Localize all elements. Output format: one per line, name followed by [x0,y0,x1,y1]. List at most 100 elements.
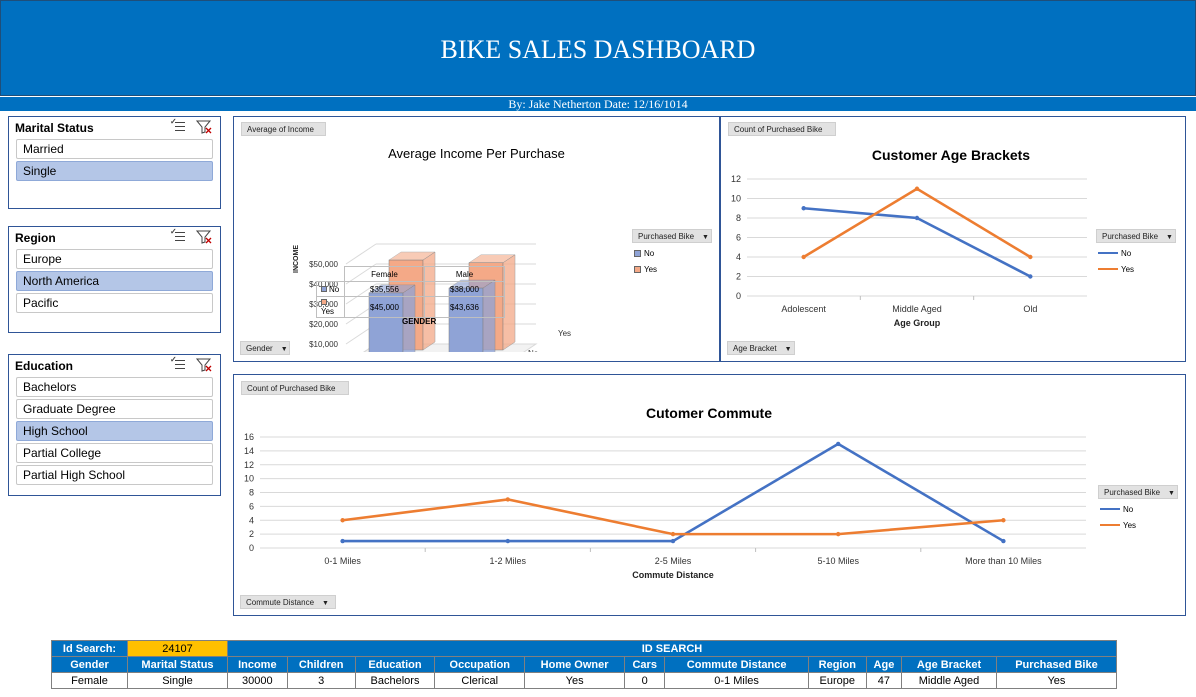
column-header: Cars [624,656,666,673]
y-tick-label: 10 [244,474,254,484]
axis-field-button[interactable]: Gender ▼ [240,341,290,355]
data-point [340,518,345,523]
dashboard-subtitle: By: Jake Netherton Date: 12/16/1014 [0,97,1196,111]
y-tick-label: 12 [731,174,741,184]
y-tick-label: 8 [249,488,254,498]
column-header: Region [807,656,867,673]
data-point [801,254,806,260]
chart-title: Average Income Per Purchase [388,146,565,161]
legend-swatch [1100,508,1120,510]
table-cell: Middle Aged [901,672,997,689]
slicer-item[interactable]: Europe [16,249,213,269]
x-axis-title: Age Group [894,318,941,328]
column-header: Children [286,656,356,673]
y-tick-label: 16 [244,432,254,442]
data-table-header: Female Male [316,266,505,282]
series-label: No [316,281,345,297]
table-cell: Yes [524,672,626,689]
legend-swatch [634,249,641,257]
value-field-button[interactable]: Average of Income [241,122,326,136]
clear-filter-icon[interactable] [196,120,212,134]
clear-filter-icon[interactable] [196,230,212,244]
value-field-button[interactable]: Count of Purchased Bike [241,381,349,395]
data-point [914,215,920,221]
legend-label: No [1121,248,1132,258]
y-tick-label: 14 [244,446,254,456]
data-point [836,531,841,537]
y-tick-label: $10,000 [309,340,338,349]
legend: No Yes [634,245,657,277]
data-value-cell: $38,000 [424,281,505,297]
id-search-input[interactable]: 24107 [127,640,228,657]
chart-title: Customer Age Brackets [871,147,1031,163]
slicer-item[interactable]: Graduate Degree [16,399,213,419]
y-tick-label: 4 [249,515,254,525]
data-point [505,538,510,544]
legend-field-button[interactable]: Purchased Bike ▼ [1098,485,1178,499]
legend-field-button[interactable]: Purchased Bike ▼ [1096,229,1176,243]
series-line-yes [342,498,1004,536]
legend-swatch [634,265,641,273]
table-cell: 47 [865,672,903,689]
multi-select-icon[interactable] [170,356,186,372]
column-header: Occupation [434,656,526,673]
income-chart-panel: Average of Income Average Income Per Pur… [233,116,720,362]
age-line-chart: 0 2 4 6 8 10 12 Adolescent Middle Aged Old Age Gro… [731,174,1087,328]
slicer-item[interactable]: Married [16,139,213,159]
value-field-button[interactable]: Count of Purchased Bike [728,122,836,136]
axis-field-button[interactable]: Commute Distance ▼ [240,595,336,609]
x-tick-label: More than 10 Miles [965,556,1042,566]
x-tick-label: Middle Aged [892,304,942,314]
column-header: Commute Distance [664,656,809,673]
y-tick-label: 2 [249,529,254,539]
legend-field-button[interactable]: Purchased Bike ▼ [632,229,712,243]
column-header: Gender [51,656,128,673]
multi-select-icon[interactable] [170,228,186,244]
slicer-item[interactable]: Bachelors [16,377,213,397]
x-tick-label: Old [1023,304,1037,314]
y-tick-label: 8 [736,213,741,223]
data-point [914,186,920,191]
table-cell: 0 [624,672,666,689]
table-cell: Female [51,672,128,689]
slicer-item[interactable]: Partial College [16,443,213,463]
data-value-cell: $45,000 [344,296,425,318]
legend-entry: Yes [1100,517,1136,533]
table-cell: Single [127,672,228,689]
legend-swatch [1100,524,1120,526]
legend-entry: Yes [634,261,657,277]
slicer-item[interactable]: Pacific [16,293,213,313]
column-header: Education [354,656,436,673]
slicer-item[interactable]: Partial High School [16,465,213,485]
multi-select-icon[interactable] [170,118,186,134]
slicer-item[interactable]: North America [16,271,213,291]
legend: No Yes [1098,245,1134,277]
legend-label: No [644,248,655,258]
id-search-table: Id Search: 24107 ID SEARCH Gender Marital… [51,640,1118,689]
data-point [340,538,345,544]
slicer-item[interactable]: Single [16,161,213,181]
y-tick-label: 10 [731,194,741,204]
series-depth-label: No [528,349,539,352]
x-tick-label: Adolescent [781,304,826,314]
table-cell: 3 [286,672,356,689]
column-header: Age [865,656,903,673]
commute-chart-panel: Count of Purchased Bike Cutomer Commute … [233,374,1186,616]
data-point [1001,538,1006,544]
clear-filter-icon[interactable] [196,358,212,372]
y-axis-title: INCOME [293,245,300,273]
y-tick-label: 2 [736,272,741,282]
data-point [801,206,806,211]
y-tick-label: 12 [244,460,254,470]
x-axis-title: Commute Distance [632,570,714,580]
y-tick-label: 4 [736,252,741,262]
id-search-label: Id Search: [51,640,128,657]
age-chart-panel: Count of Purchased Bike Customer Age Bra… [720,116,1186,362]
legend-label: Yes [1123,520,1137,530]
axis-field-button[interactable]: Age Bracket ▼ [727,341,795,355]
slicer-item[interactable]: High School [16,421,213,441]
legend-swatch [1098,252,1118,254]
